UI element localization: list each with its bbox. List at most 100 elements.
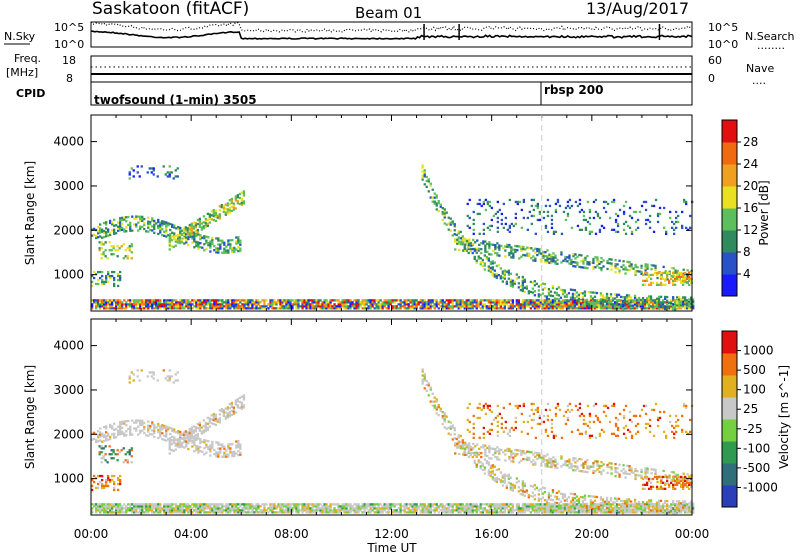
velocity-cell: [507, 511, 510, 514]
power-cell: [189, 305, 192, 308]
power-cell: [488, 200, 491, 204]
power-cell: [456, 238, 459, 241]
power-cell: [478, 198, 481, 202]
velocity-cell: [281, 505, 284, 508]
velocity-cell: [253, 505, 256, 508]
power-cell: [692, 298, 695, 301]
power-cell: [660, 273, 663, 276]
velocity-cell: [465, 507, 468, 510]
power-cell: [542, 210, 546, 214]
power-cell: [204, 221, 207, 225]
power-cell: [217, 251, 220, 254]
power-cell: [513, 280, 516, 283]
power-cell: [180, 240, 183, 244]
power-cell: [132, 175, 135, 178]
power-cell: [237, 246, 240, 249]
velocity-cell: [539, 509, 542, 512]
power-cell: [227, 307, 230, 310]
power-cell: [497, 307, 500, 310]
power-cell: [329, 301, 332, 304]
velocity-cell: [351, 507, 354, 510]
velocity-cell: [157, 436, 160, 440]
power-cell: [682, 275, 685, 278]
power-cell: [105, 227, 108, 230]
power-cell: [525, 303, 528, 306]
velocity-cell: [337, 511, 340, 514]
velocity-cell: [639, 509, 643, 512]
velocity-cell: [132, 373, 135, 376]
power-cell: [541, 299, 544, 302]
power-cell: [680, 273, 683, 277]
power-cell: [506, 243, 509, 246]
power-cell: [623, 300, 627, 303]
power-cell: [213, 307, 216, 310]
velocity-cell: [217, 455, 220, 458]
power-cell: [365, 303, 368, 306]
power-cell: [540, 260, 543, 263]
power-cell: [329, 307, 332, 310]
velocity-cell: [99, 480, 102, 484]
velocity-cell: [191, 511, 194, 514]
velocity-cell: [221, 443, 224, 446]
sky-panel: N.Sky 10^5 10^0 10^5 10^0 N.Search .....…: [4, 21, 795, 52]
power-cell: [629, 306, 633, 309]
power-cell: [105, 280, 108, 284]
power-cell: [101, 274, 104, 278]
power-cell: [636, 226, 640, 229]
power-cell: [557, 307, 561, 310]
power-cell: [620, 265, 623, 269]
power-cell: [447, 299, 450, 302]
power-cell: [633, 303, 637, 306]
velocity-cell: [151, 433, 154, 436]
power-cell: [101, 236, 104, 239]
power-cell: [269, 301, 272, 304]
power-cell: [674, 279, 677, 282]
power-cell: [503, 269, 506, 272]
power-cell: [597, 304, 601, 307]
colorbar-segment: [722, 120, 737, 143]
power-cell: [167, 299, 170, 302]
power-cell: [197, 307, 200, 310]
power-cell: [455, 301, 458, 304]
power-cell: [656, 212, 660, 216]
power-cell: [676, 277, 679, 280]
velocity-cell: [453, 503, 456, 506]
velocity-cell: [113, 505, 116, 508]
power-cell: [675, 226, 678, 229]
power-cell: [209, 303, 212, 306]
power-cell: [692, 305, 695, 308]
power-cell: [317, 305, 320, 308]
power-cell: [472, 232, 475, 235]
power-cell: [415, 303, 418, 306]
power-cell: [109, 305, 112, 308]
power-cell: [175, 227, 178, 230]
velocity-cell: [147, 426, 150, 429]
power-cell: [628, 263, 631, 266]
velocity-cell: [289, 509, 292, 512]
velocity-cell: [161, 509, 164, 512]
power-cell: [492, 243, 495, 246]
power-cell: [497, 299, 500, 302]
velocity-cell: [199, 507, 202, 510]
velocity-cell: [353, 503, 356, 506]
velocity-cell: [325, 505, 328, 508]
velocity-cell: [339, 509, 342, 512]
power-cell: [242, 200, 246, 203]
velocity-cell: [131, 419, 134, 422]
velocity-cell: [301, 509, 304, 512]
velocity-cell: [170, 439, 173, 442]
velocity-cell: [684, 509, 687, 512]
velocity-cell: [299, 509, 302, 512]
power-cell: [643, 303, 647, 306]
power-cell: [564, 206, 568, 210]
velocity-cell: [347, 511, 350, 514]
power-cell: [129, 229, 132, 232]
power-cell: [293, 303, 296, 306]
power-cell: [168, 238, 171, 241]
power-cell: [591, 299, 595, 302]
velocity-cell: [311, 503, 314, 506]
power-cell: [337, 301, 340, 304]
power-cell: [654, 198, 658, 202]
velocity-cell: [271, 503, 274, 506]
power-cell: [542, 216, 546, 220]
